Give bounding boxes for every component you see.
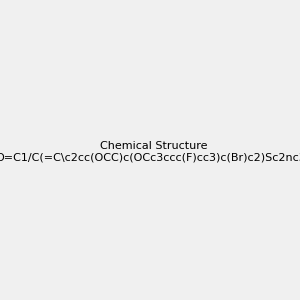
Text: Chemical Structure
O=C1/C(=C\c2cc(OCC)c(OCc3ccc(F)cc3)c(Br)c2)Sc2nc3c: Chemical Structure O=C1/C(=C\c2cc(OCC)c(…	[0, 141, 300, 162]
